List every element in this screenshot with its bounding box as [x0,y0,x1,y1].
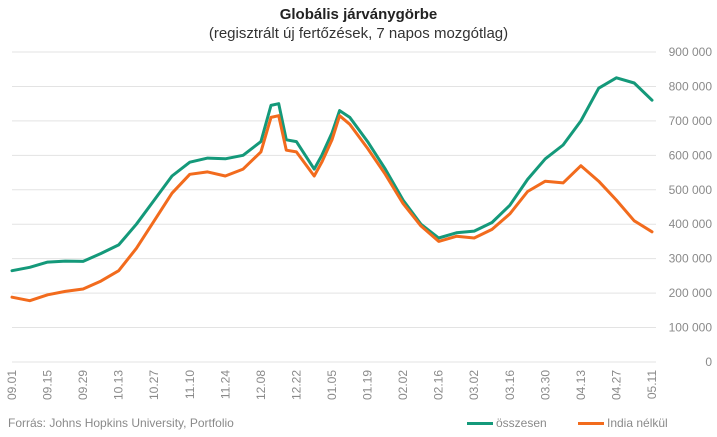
y-axis-ticks: 0 100 000 200 000 300 000 400 000 500 000 600 … [669,45,713,369]
series-line-1 [10,114,654,303]
y-tick-label: 600 000 [669,148,713,162]
x-tick-label: 09.29 [76,370,90,400]
legend-label-osszesen: összesen [496,416,547,430]
x-tick-label: 12.08 [254,370,268,400]
x-tick-label: 10.13 [112,370,126,400]
chart-title: Globális járványgörbe [279,6,438,23]
series-lines [10,76,654,303]
x-tick-label: 10.27 [147,370,161,400]
y-tick-label: 900 000 [669,45,713,59]
legend-item-india-nelkul: India nélkül [578,416,668,430]
y-tick-label: 200 000 [669,286,713,300]
x-axis-ticks: 09.01 09.15 09.29 10.13 10.27 11.10 11.24 12.08… [5,370,659,400]
x-tick-label: 01.19 [361,370,375,400]
x-tick-label: 03.30 [538,370,552,400]
y-tick-label: 400 000 [669,217,713,231]
series-line-0 [10,76,654,273]
chart-subtitle: (regisztrált új fertőzések, 7 napos mozg… [208,25,509,42]
grid-lines [12,51,656,363]
x-tick-label: 02.16 [432,370,446,400]
y-tick-label: 300 000 [669,252,713,266]
legend-swatch-india-nelkul [578,421,604,425]
x-tick-label: 02.02 [396,370,410,400]
y-tick-label: 700 000 [669,114,713,128]
x-tick-label: 09.15 [41,370,55,400]
x-tick-label: 03.16 [503,370,517,400]
legend-label-india-nelkul: India nélkül [607,416,668,430]
x-tick-label: 03.02 [467,370,481,400]
legend-item-osszesen: összesen [467,416,547,430]
x-tick-label: 12.22 [289,370,303,400]
x-tick-label: 04.13 [574,370,588,400]
x-tick-label: 04.27 [609,370,623,400]
source-note: Forrás: Johns Hopkins University, Portfo… [8,416,234,430]
x-tick-label: 09.01 [5,370,19,400]
y-tick-label: 800 000 [669,79,713,93]
x-tick-label: 01.05 [325,370,339,400]
x-tick-label: 05.11 [645,370,659,399]
x-tick-label: 11.10 [183,370,197,399]
x-tick-label: 11.24 [218,370,232,399]
y-tick-label: 500 000 [669,183,713,197]
y-tick-label: 0 [705,355,712,369]
y-tick-label: 100 000 [669,321,713,335]
legend-swatch-osszesen [467,421,493,425]
